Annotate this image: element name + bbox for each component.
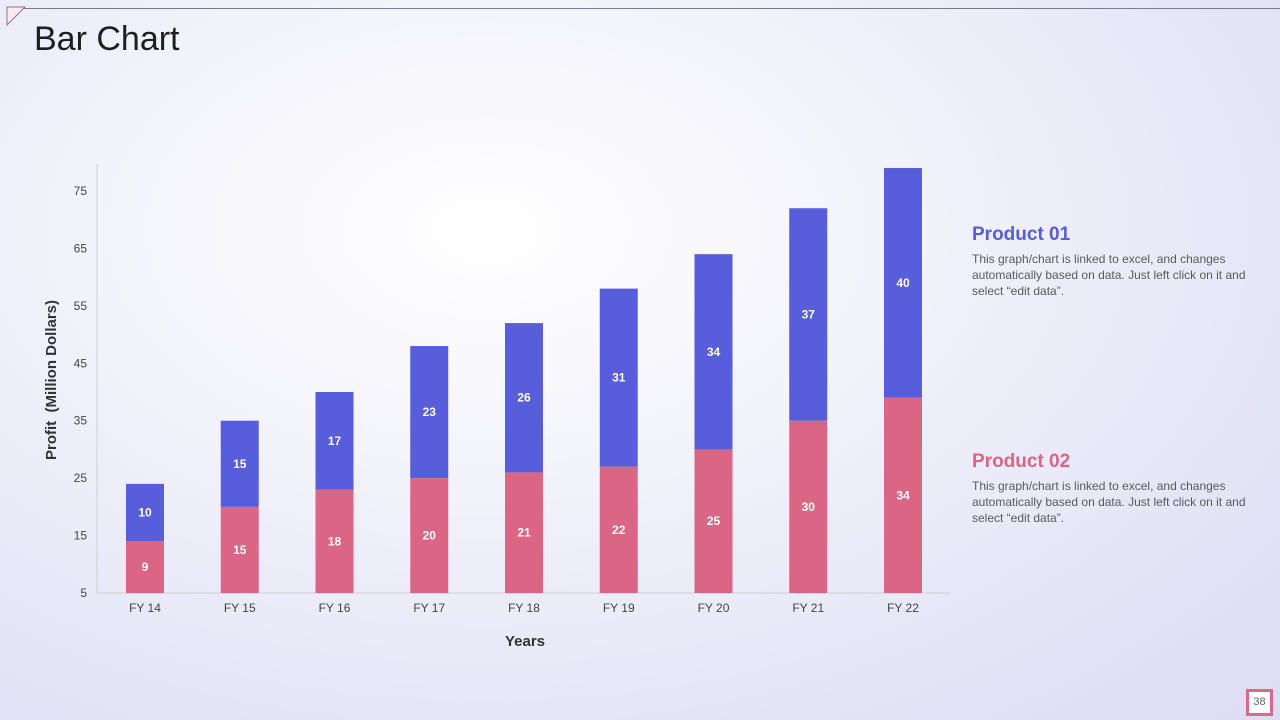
bar-product-01 [315, 392, 354, 490]
data-label-product-02: 22 [612, 523, 626, 537]
data-label-product-02: 34 [896, 488, 910, 502]
x-tick-label: FY 20 [698, 601, 730, 615]
legend-description-product-01: This graph/chart is linked to excel, and… [972, 252, 1246, 298]
bar-product-02 [315, 489, 354, 593]
data-label-product-01: 40 [896, 276, 910, 290]
bar-product-02 [694, 449, 733, 593]
data-label-product-01: 10 [138, 506, 152, 520]
slide-title: Bar Chart [34, 20, 180, 58]
bar-product-01 [694, 254, 733, 450]
y-axis-title: Profit (Million Dollars) [43, 300, 60, 460]
legend-description-product-02: This graph/chart is linked to excel, and… [972, 479, 1246, 525]
y-tick-label: 15 [74, 529, 88, 543]
x-tick-label: FY 17 [413, 601, 445, 615]
bar-product-02 [410, 478, 449, 593]
y-tick-label: 55 [74, 299, 88, 313]
legend-title-product-01: Product 01 [972, 224, 1071, 245]
bar-product-02 [789, 420, 828, 593]
data-label-product-01: 26 [517, 391, 531, 405]
bar-product-01 [884, 168, 922, 398]
data-label-product-02: 9 [142, 560, 149, 574]
data-label-product-01: 17 [328, 434, 342, 448]
y-tick-label: 45 [74, 356, 88, 370]
data-label-product-01: 23 [423, 405, 437, 419]
bar-product-01 [599, 288, 638, 467]
legend-product-02: Product 02 This graph/chart is linked to… [972, 451, 1257, 526]
x-tick-label: FY 14 [129, 601, 161, 615]
data-label-product-02: 20 [423, 529, 437, 543]
top-border-line [22, 8, 1280, 9]
data-label-product-02: 18 [328, 534, 342, 548]
legend-product-01: Product 01 This graph/chart is linked to… [972, 224, 1257, 299]
data-label-product-01: 15 [233, 457, 247, 471]
corner-triangle-icon [6, 6, 26, 26]
x-tick-label: FY 18 [508, 601, 540, 615]
bar-product-01 [126, 483, 164, 542]
bar-product-02 [505, 472, 543, 593]
bar-product-01 [789, 208, 828, 421]
bar-product-01 [220, 420, 259, 507]
data-label-product-01: 31 [612, 371, 626, 385]
page-number: 38 [1246, 689, 1273, 716]
y-tick-label: 25 [74, 471, 88, 485]
legend-title-product-02: Product 02 [972, 451, 1071, 472]
x-tick-label: FY 16 [319, 601, 351, 615]
bar-product-02 [599, 466, 638, 593]
data-label-product-02: 30 [802, 500, 816, 514]
y-tick-label: 75 [74, 184, 88, 198]
x-tick-label: FY 19 [603, 601, 635, 615]
bar-product-01 [410, 346, 449, 479]
y-tick-label: 5 [80, 586, 87, 600]
data-label-product-01: 34 [707, 345, 721, 359]
data-label-product-02: 15 [233, 543, 247, 557]
x-tick-label: FY 21 [792, 601, 824, 615]
bar-product-01 [505, 323, 543, 473]
bar-product-02 [884, 397, 922, 593]
bar-product-02 [126, 541, 164, 593]
x-tick-label: FY 22 [887, 601, 919, 615]
data-label-product-02: 25 [707, 514, 721, 528]
x-axis-title: Years [505, 633, 545, 650]
x-tick-label: FY 15 [224, 601, 256, 615]
bar-product-02 [220, 506, 259, 593]
data-label-product-01: 37 [802, 307, 816, 321]
y-tick-label: 65 [74, 241, 88, 255]
stacked-bar-chart[interactable]: 5 15 25 35 45 55 65 75 9 10 FY 14 15 15 FY 15 18 17 FY 1… [0, 0, 960, 720]
data-label-product-02: 21 [517, 526, 531, 540]
y-tick-label: 35 [74, 414, 88, 428]
